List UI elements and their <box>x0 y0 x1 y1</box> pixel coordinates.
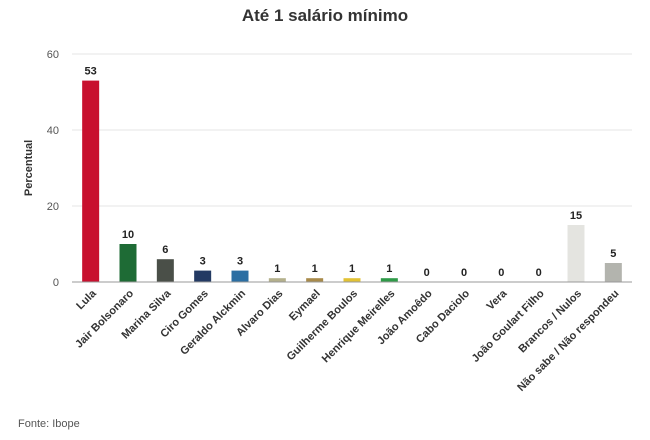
category-label: Eymael <box>287 288 323 324</box>
bar <box>306 278 324 282</box>
category-label: Guilherme Boulos <box>285 288 360 363</box>
bar <box>194 270 212 282</box>
data-label: 53 <box>85 66 97 78</box>
data-label: 1 <box>274 263 280 275</box>
gridlines <box>72 53 632 207</box>
bar <box>231 270 249 282</box>
chart-title: Até 1 salário mínimo <box>241 6 409 25</box>
data-label: 1 <box>386 263 392 275</box>
source-note: Fonte: Ibope <box>18 418 80 430</box>
category-label: Lula <box>74 287 99 312</box>
data-label: 3 <box>237 256 243 268</box>
bars <box>82 80 622 282</box>
category-label: Vera <box>485 287 511 313</box>
data-label: 0 <box>498 267 504 279</box>
bar <box>343 278 361 282</box>
data-label: 10 <box>122 229 134 241</box>
y-tick-label: 0 <box>53 277 59 289</box>
category-label: Geraldo Alckmin <box>178 287 248 357</box>
category-label: Henrique Meirelles <box>320 288 398 366</box>
bar <box>82 80 100 282</box>
y-axis-ticks: 0 20 40 60 <box>47 49 59 289</box>
data-label: 15 <box>570 210 582 222</box>
data-label: 0 <box>536 267 542 279</box>
y-axis-title: Percentual <box>23 140 35 196</box>
data-label: 5 <box>610 248 616 260</box>
bar <box>567 225 585 282</box>
bar <box>380 278 398 282</box>
data-label: 3 <box>200 256 206 268</box>
category-label: Brancos / Nulos <box>516 288 584 356</box>
bar <box>119 244 137 282</box>
bar <box>268 278 286 282</box>
y-tick-label: 40 <box>47 125 59 137</box>
category-label: João Goulart Filho <box>470 287 547 364</box>
data-label: 1 <box>349 263 355 275</box>
bar <box>604 263 622 282</box>
data-label: 0 <box>461 267 467 279</box>
data-label: 6 <box>162 244 168 256</box>
y-tick-label: 20 <box>47 201 59 213</box>
data-label: 1 <box>312 263 318 275</box>
bar <box>156 259 174 282</box>
y-tick-label: 60 <box>47 49 59 61</box>
data-label: 0 <box>424 267 430 279</box>
